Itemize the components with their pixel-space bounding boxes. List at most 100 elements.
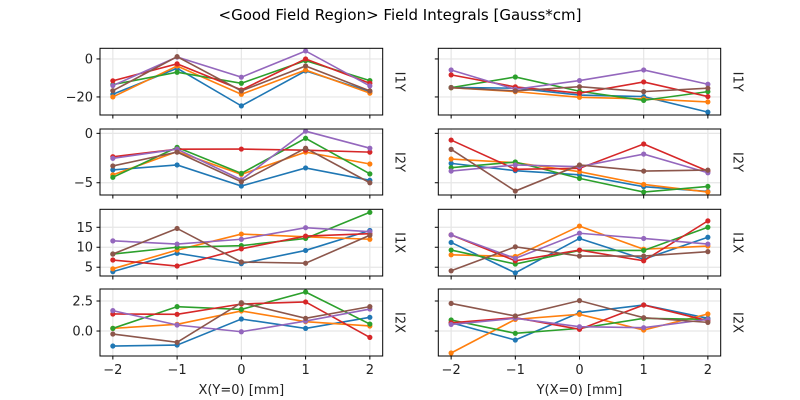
data-point [367,321,373,327]
data-point [705,99,711,105]
data-point [705,81,711,87]
data-point [110,94,116,100]
data-point [174,339,180,345]
data-point [448,67,454,73]
data-point [238,306,244,313]
data-point [448,168,454,174]
data-point [576,223,583,229]
data-point [641,151,647,157]
data-point [110,238,116,244]
y-axis-label: I2X [392,312,407,333]
data-point [576,84,583,90]
data-point [641,89,647,95]
data-point [705,241,711,247]
data-point [238,88,244,94]
data-point [705,93,711,100]
data-point [641,79,647,85]
y-axis-label: I2Y [392,152,407,172]
data-point [367,236,373,242]
chart-title: <Good Field Region> Field Integrals [Gau… [219,6,582,24]
data-point [641,67,647,73]
data-point [367,83,373,89]
data-point [303,145,309,151]
y-tick-label: −5 [74,176,93,191]
data-point [174,322,180,328]
data-point [576,78,583,84]
data-point [303,135,309,141]
data-point [641,141,647,147]
data-point [448,85,454,91]
data-point [303,128,309,134]
data-point [367,149,373,155]
data-point [641,302,647,308]
data-point [512,162,518,168]
data-point [512,313,518,319]
data-point [641,325,647,331]
data-point [641,258,647,264]
data-point [367,314,373,320]
y-axis-label: I1Y [730,72,745,92]
y-tick-label: 0 [85,127,93,142]
data-point [174,54,180,60]
x-tick-label: 2 [704,363,712,378]
data-point [174,162,180,168]
data-point [641,181,647,188]
data-point [448,156,454,162]
data-point [512,255,518,262]
data-point [448,350,454,356]
data-point [641,189,647,195]
data-point [367,229,373,235]
x-tick-label: 0 [575,363,583,378]
data-point [174,149,180,155]
y-tick-label: 2.5 [72,295,93,310]
data-point [576,162,583,168]
x-tick-label: −1 [168,363,187,378]
data-point [576,324,583,330]
x-axis-label: X(Y=0) [mm] [198,383,284,398]
data-point [303,325,309,331]
y-tick-label: 15 [76,221,93,236]
data-point [576,230,583,236]
y-axis-label: I1X [392,232,407,253]
data-point [576,235,583,242]
y-axis-label: I2Y [730,152,745,172]
subplot-i2x-x: −2 −1 0 1 2 2.5 0.0 I2X X(Y=0) [mm] [72,288,407,398]
data-point [576,94,583,100]
data-point [238,236,244,242]
data-point [705,167,711,173]
data-point [303,56,309,62]
data-point [110,266,116,272]
data-point [448,247,454,253]
data-point [512,244,518,250]
data-point [448,232,454,238]
data-point [110,78,116,84]
data-point [303,48,309,54]
data-point [367,232,373,238]
data-point [512,88,518,94]
data-point [448,321,454,328]
y-tick-label: 0.0 [72,325,93,340]
x-axis-label: Y(X=0) [mm] [536,383,623,398]
data-point [238,259,244,265]
data-point [110,343,116,349]
data-point [238,80,244,86]
data-point [367,171,373,177]
data-point [448,239,454,246]
data-point [303,225,309,231]
data-point [367,334,373,340]
data-point [174,304,180,310]
data-point [110,251,116,257]
subplot-i2x-y: −2 −1 0 1 2 I2X Y(X=0) [mm] [434,288,745,398]
data-point [641,253,647,259]
data-point [110,325,116,331]
data-point [448,160,454,166]
subplot-i2y-y: I2Y [434,128,745,199]
y-tick-label: 5 [85,261,93,276]
data-point [367,180,373,186]
data-point [110,174,116,180]
data-point [448,137,454,143]
data-point [641,247,647,254]
data-point [641,97,647,103]
data-point [448,72,454,78]
subplot-i1y-x: 0 −20 I1Y [66,47,407,119]
